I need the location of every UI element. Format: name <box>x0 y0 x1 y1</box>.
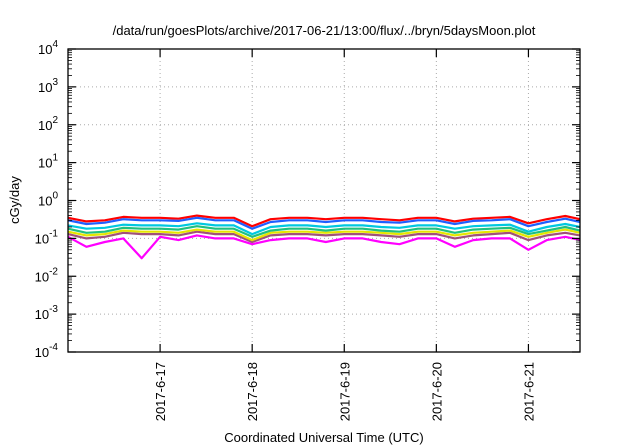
series-line-blue <box>67 216 581 230</box>
y-tick-label: 10-2 <box>35 266 59 284</box>
y-tick-base: 10 <box>35 307 49 322</box>
y-tick-exponent: 0 <box>52 191 58 202</box>
y-tick-label: 10-1 <box>35 228 59 246</box>
y-tick-label: 10-3 <box>35 304 59 322</box>
series-line-cyan <box>67 222 581 236</box>
y-tick-exponent: 4 <box>52 39 58 50</box>
x-axis: 2017-6-17 2017-6-18 2017-6-19 2017-6-20 2017… <box>153 49 536 421</box>
y-tick-base: 10 <box>35 345 49 360</box>
series-line-red <box>67 214 581 228</box>
y-tick-label: 104 <box>38 39 58 57</box>
x-tick-label: 2017-6-17 <box>153 362 168 421</box>
y-tick-exponent: -2 <box>49 266 58 277</box>
series-group <box>67 214 581 260</box>
x-tick-label: 2017-6-21 <box>521 362 536 421</box>
y-tick-label: 101 <box>38 153 58 171</box>
y-tick-exponent: -4 <box>49 342 58 353</box>
x-axis-label: Coordinated Universal Time (UTC) <box>224 430 423 445</box>
series-line-yellow <box>67 228 581 242</box>
x-tick-label: 2017-6-19 <box>337 362 352 421</box>
y-tick-exponent: 2 <box>52 115 58 126</box>
series-line-purple <box>67 230 581 244</box>
y-tick-label: 100 <box>38 191 58 209</box>
y-tick-label: 103 <box>38 77 58 95</box>
y-tick-base: 10 <box>38 42 52 57</box>
y-tick-base: 10 <box>38 156 52 171</box>
y-tick-base: 10 <box>35 269 49 284</box>
y-tick-base: 10 <box>38 80 52 95</box>
series-line-magenta <box>67 234 581 260</box>
x-tick-label: 2017-6-20 <box>429 362 444 421</box>
y-tick-exponent: -1 <box>49 228 58 239</box>
y-tick-exponent: 3 <box>52 77 58 88</box>
chart-title: /data/run/goesPlots/archive/2017-06-21/1… <box>113 23 536 38</box>
series-line-green <box>67 225 581 238</box>
grid <box>68 49 580 352</box>
y-tick-label: 10-4 <box>35 342 59 360</box>
y-tick-base: 10 <box>38 118 52 133</box>
y-tick-exponent: 1 <box>52 153 58 164</box>
y-tick-base: 10 <box>38 194 52 209</box>
x-tick-label: 2017-6-18 <box>245 362 260 421</box>
y-tick-exponent: -3 <box>49 304 58 315</box>
y-axis-label: cGy/day <box>7 176 22 224</box>
y-tick-base: 10 <box>35 231 49 246</box>
y-tick-label: 102 <box>38 115 58 133</box>
